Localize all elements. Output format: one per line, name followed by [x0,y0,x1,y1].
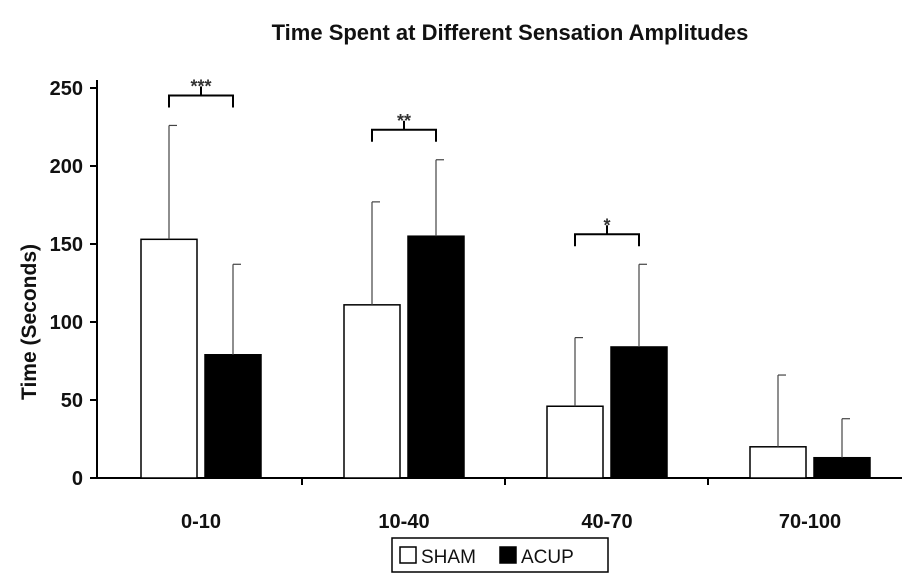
bar-acup-10-40 [407,235,465,479]
bracket-line [168,94,234,108]
y-axis-label: Time (Seconds) [18,244,41,400]
significance-label: * [603,215,610,235]
y-tick-label: 0 [72,468,83,490]
bracket-line [574,233,640,247]
x-category-label: 70-100 [779,511,841,533]
bar-acup-0-10 [204,354,262,479]
significance-label: *** [190,76,211,96]
bar-sham-70-100 [749,446,807,479]
x-category-label: 10-40 [378,511,429,533]
x-category-label: 0-10 [181,511,221,533]
bracket-line [371,128,437,142]
y-tick-label: 200 [50,156,83,178]
y-tick-label: 150 [50,234,83,256]
x-category-label: 40-70 [581,511,632,533]
y-tick-label: 50 [61,390,83,412]
bar-acup-40-70 [610,346,668,479]
y-tick-label: 250 [50,78,83,100]
significance-bracket: * [574,215,640,247]
bar-acup-70-100 [813,456,871,479]
significance-label: ** [397,111,411,131]
legend-label-acup: ACUP [521,547,574,568]
legend: SHAM ACUP [391,537,609,573]
legend-label-sham: SHAM [421,547,476,568]
bar-sham-0-10 [140,238,198,479]
legend-swatch-acup [499,546,517,564]
legend-swatch-sham [399,546,417,564]
significance-bracket: ** [371,111,437,142]
bar-sham-10-40 [343,304,401,479]
chart-title: Time Spent at Different Sensation Amplit… [272,20,749,45]
bar-sham-40-70 [546,405,604,479]
y-tick-label: 100 [50,312,83,334]
significance-bracket: *** [168,76,234,108]
